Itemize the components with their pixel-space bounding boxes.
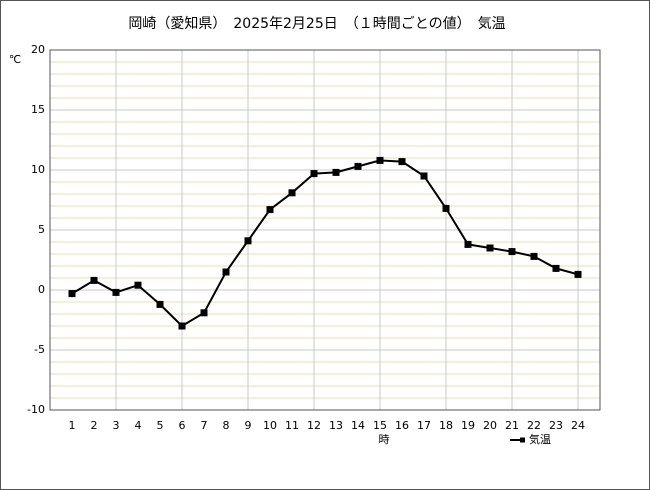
x-tick-label: 21 [505,419,519,432]
x-tick-label: 2 [91,419,98,432]
data-point [244,237,252,245]
x-tick-label: 8 [223,419,230,432]
x-tick-label: 7 [201,419,208,432]
y-tick-label: 15 [31,103,45,116]
data-point [288,189,296,197]
x-tick-label: 16 [395,419,409,432]
x-tick-label: 14 [351,419,365,432]
data-point [90,276,98,284]
x-tick-label: 17 [417,419,431,432]
data-point [178,322,186,330]
data-point [552,264,560,272]
y-tick-label: -5 [34,343,45,356]
data-point [222,268,230,276]
data-point [134,281,142,289]
x-tick-label: 3 [113,419,120,432]
x-tick-label: 15 [373,419,387,432]
y-tick-label: 20 [31,43,45,56]
x-tick-label: 20 [483,419,497,432]
data-point [156,300,164,308]
data-point [332,168,340,176]
x-tick-label: 13 [329,419,343,432]
data-point [530,252,538,260]
x-tick-label: 23 [549,419,563,432]
y-tick-label: 10 [31,163,45,176]
legend-label: 気温 [529,432,551,446]
y-axis-label: ℃ [9,53,21,66]
data-point [354,162,362,170]
x-tick-label: 1 [69,419,76,432]
x-tick-label: 6 [179,419,186,432]
data-point [464,240,472,248]
data-point [442,204,450,212]
x-tick-label: 12 [307,419,321,432]
x-tick-label: 18 [439,419,453,432]
y-tick-label: -10 [27,403,45,416]
data-point [398,158,406,166]
legend-marker [520,437,525,443]
x-tick-label: 24 [571,419,585,432]
x-tick-label: 5 [157,419,164,432]
data-point [508,248,516,256]
chart-title: 岡崎（愛知県） 2025年2月25日 （１時間ごとの値） 気温 [128,15,505,32]
plot-border [49,49,601,411]
x-tick-label: 9 [245,419,252,432]
data-point [68,290,76,298]
x-tick-label: 19 [461,419,475,432]
x-tick-label: 11 [285,419,299,432]
y-tick-label: 5 [38,223,45,236]
data-point [266,206,274,214]
x-tick-label: 10 [263,419,277,432]
data-point [200,309,208,317]
x-tick-label: 22 [527,419,541,432]
data-line [71,159,579,328]
y-tick-label: 0 [38,283,45,296]
data-point [112,288,120,296]
data-point [420,172,428,180]
x-axis-label: 時 [379,433,390,446]
x-tick-label: 4 [135,419,142,432]
data-point [376,156,384,164]
data-point [310,170,318,178]
data-point [574,270,582,278]
data-point [486,244,494,252]
